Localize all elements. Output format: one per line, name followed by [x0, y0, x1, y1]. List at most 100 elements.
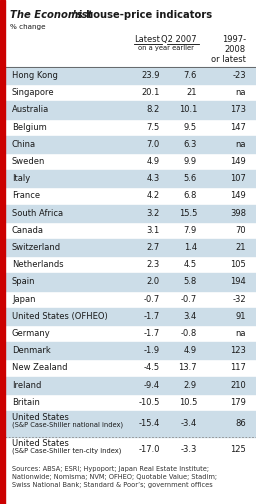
- Text: na: na: [236, 329, 246, 338]
- Text: 173: 173: [230, 105, 246, 114]
- Text: 21: 21: [187, 88, 197, 97]
- Text: Italy: Italy: [12, 174, 30, 183]
- Text: 4.3: 4.3: [147, 174, 160, 183]
- Bar: [5, 342, 256, 359]
- Text: United States: United States: [12, 439, 69, 448]
- Text: 10.1: 10.1: [179, 105, 197, 114]
- Text: Ireland: Ireland: [12, 381, 41, 390]
- Text: -1.7: -1.7: [144, 312, 160, 321]
- Bar: [5, 273, 256, 291]
- Text: -1.7: -1.7: [144, 329, 160, 338]
- Text: Japan: Japan: [12, 295, 36, 304]
- Text: 4.9: 4.9: [184, 346, 197, 355]
- Text: 107: 107: [230, 174, 246, 183]
- Text: 179: 179: [230, 398, 246, 407]
- Text: China: China: [12, 140, 36, 149]
- Bar: [5, 205, 256, 222]
- Text: 117: 117: [230, 363, 246, 372]
- Text: Singapore: Singapore: [12, 88, 55, 97]
- Text: South Africa: South Africa: [12, 209, 63, 218]
- Text: -0.8: -0.8: [181, 329, 197, 338]
- Text: 123: 123: [230, 346, 246, 355]
- Text: -15.4: -15.4: [139, 419, 160, 428]
- Bar: [5, 101, 256, 118]
- Text: 2.9: 2.9: [184, 381, 197, 390]
- Text: Australia: Australia: [12, 105, 49, 114]
- Text: 6.3: 6.3: [184, 140, 197, 149]
- Text: 3.1: 3.1: [147, 226, 160, 235]
- Bar: [5, 411, 256, 437]
- Text: 91: 91: [236, 312, 246, 321]
- Text: 210: 210: [230, 381, 246, 390]
- Text: Sources: ABSA; ESRI; Hypoport; Japan Real Estate Institute;
Nationwide; Nomisma;: Sources: ABSA; ESRI; Hypoport; Japan Rea…: [12, 466, 217, 488]
- Text: 8.2: 8.2: [147, 105, 160, 114]
- Text: Netherlands: Netherlands: [12, 260, 64, 269]
- Text: % change: % change: [10, 24, 46, 30]
- Bar: [0, 0, 5, 504]
- Text: 86: 86: [235, 419, 246, 428]
- Text: 4.5: 4.5: [184, 260, 197, 269]
- Text: 6.8: 6.8: [184, 192, 197, 201]
- Text: 21: 21: [236, 243, 246, 252]
- Text: France: France: [12, 192, 40, 201]
- Text: United States: United States: [12, 413, 69, 422]
- Text: 3.4: 3.4: [184, 312, 197, 321]
- Text: 149: 149: [230, 157, 246, 166]
- Text: The Economist: The Economist: [10, 10, 92, 20]
- Text: ’s house-price indicators: ’s house-price indicators: [73, 10, 212, 20]
- Text: -4.5: -4.5: [144, 363, 160, 372]
- Text: -0.7: -0.7: [181, 295, 197, 304]
- Text: 398: 398: [230, 209, 246, 218]
- Text: -9.4: -9.4: [144, 381, 160, 390]
- Bar: [5, 136, 256, 153]
- Text: 5.8: 5.8: [184, 278, 197, 286]
- Text: 7.6: 7.6: [184, 71, 197, 80]
- Text: 4.2: 4.2: [147, 192, 160, 201]
- Text: 2.0: 2.0: [147, 278, 160, 286]
- Text: on a year earlier: on a year earlier: [138, 45, 195, 51]
- Text: (S&P Case-Shiller ten-city index): (S&P Case-Shiller ten-city index): [12, 448, 121, 454]
- Text: Latest: Latest: [134, 35, 160, 44]
- Text: na: na: [236, 140, 246, 149]
- Text: Q2 2007: Q2 2007: [161, 35, 197, 44]
- Text: Germany: Germany: [12, 329, 51, 338]
- Text: 15.5: 15.5: [179, 209, 197, 218]
- Text: Spain: Spain: [12, 278, 36, 286]
- Text: na: na: [236, 88, 246, 97]
- Text: -17.0: -17.0: [138, 446, 160, 455]
- Text: 5.6: 5.6: [184, 174, 197, 183]
- Text: 70: 70: [235, 226, 246, 235]
- Text: 105: 105: [230, 260, 246, 269]
- Text: 2.7: 2.7: [147, 243, 160, 252]
- Text: 9.9: 9.9: [184, 157, 197, 166]
- Text: United States (OFHEO): United States (OFHEO): [12, 312, 108, 321]
- Text: 147: 147: [230, 122, 246, 132]
- Text: Hong Kong: Hong Kong: [12, 71, 58, 80]
- Text: 1997-
2008
or latest: 1997- 2008 or latest: [211, 35, 246, 64]
- Text: -32: -32: [232, 295, 246, 304]
- Text: -3.3: -3.3: [181, 446, 197, 455]
- Bar: [5, 170, 256, 187]
- Text: -1.9: -1.9: [144, 346, 160, 355]
- Text: 20.1: 20.1: [142, 88, 160, 97]
- Text: 7.0: 7.0: [147, 140, 160, 149]
- Text: -3.4: -3.4: [181, 419, 197, 428]
- Text: 2.3: 2.3: [147, 260, 160, 269]
- Text: New Zealand: New Zealand: [12, 363, 68, 372]
- Text: 7.5: 7.5: [147, 122, 160, 132]
- Text: 13.7: 13.7: [178, 363, 197, 372]
- Text: 4.9: 4.9: [147, 157, 160, 166]
- Text: 23.9: 23.9: [142, 71, 160, 80]
- Text: -23: -23: [232, 71, 246, 80]
- Text: 1.4: 1.4: [184, 243, 197, 252]
- Text: Switzerland: Switzerland: [12, 243, 61, 252]
- Text: -10.5: -10.5: [139, 398, 160, 407]
- Bar: [5, 376, 256, 394]
- Bar: [5, 308, 256, 325]
- Text: Denmark: Denmark: [12, 346, 51, 355]
- Text: 3.2: 3.2: [147, 209, 160, 218]
- Text: Britain: Britain: [12, 398, 40, 407]
- Bar: [5, 67, 256, 84]
- Text: 149: 149: [230, 192, 246, 201]
- Text: 10.5: 10.5: [179, 398, 197, 407]
